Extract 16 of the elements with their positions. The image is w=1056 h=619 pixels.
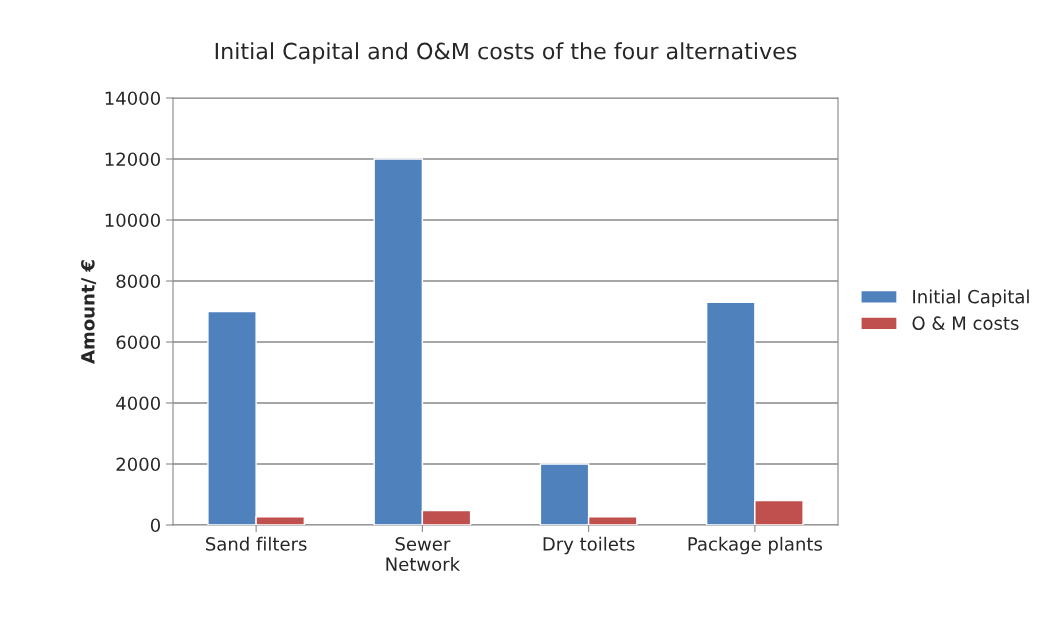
x-tick-label: Sand filters [206,536,307,551]
y-tick-label: 6000 [116,335,160,350]
y-tick-label: 8000 [116,274,160,289]
legend-label: Initial Capital [913,289,1029,307]
y-tick-label: 12000 [105,152,160,167]
x-tick-label: Package plants [688,536,823,555]
y-tick-label: 0 [150,518,160,533]
x-tick-label: Dry toilets [543,536,635,555]
x-tick-label: Sewer Network [386,537,461,571]
y-tick-label: 14000 [105,91,160,106]
y-tick-label: 2000 [116,457,160,472]
y-axis-title: Amount/ € [81,260,97,364]
legend-label: O & M costs [912,316,1019,330]
chart-title: Initial Capital and O&M costs of the four alternatives [215,42,797,64]
y-tick-label: 10000 [105,213,160,228]
y-tick-label: 4000 [116,396,160,411]
